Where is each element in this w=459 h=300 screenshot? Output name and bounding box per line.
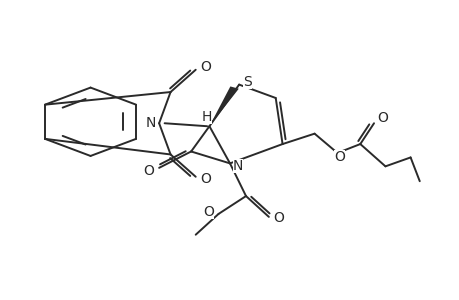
Text: O: O <box>273 212 284 225</box>
Text: O: O <box>202 206 213 219</box>
Text: O: O <box>200 172 211 186</box>
Polygon shape <box>209 86 238 126</box>
Text: N: N <box>233 159 243 173</box>
Text: N: N <box>146 116 156 130</box>
Text: S: S <box>242 75 251 89</box>
Text: O: O <box>377 112 388 125</box>
Text: O: O <box>334 150 344 164</box>
Text: H: H <box>202 110 212 124</box>
Text: O: O <box>200 60 211 74</box>
Text: O: O <box>143 164 154 178</box>
